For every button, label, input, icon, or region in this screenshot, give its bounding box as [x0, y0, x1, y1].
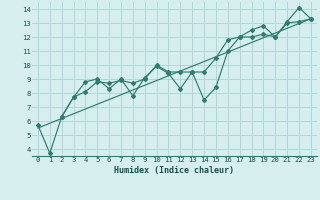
X-axis label: Humidex (Indice chaleur): Humidex (Indice chaleur) [115, 166, 234, 175]
